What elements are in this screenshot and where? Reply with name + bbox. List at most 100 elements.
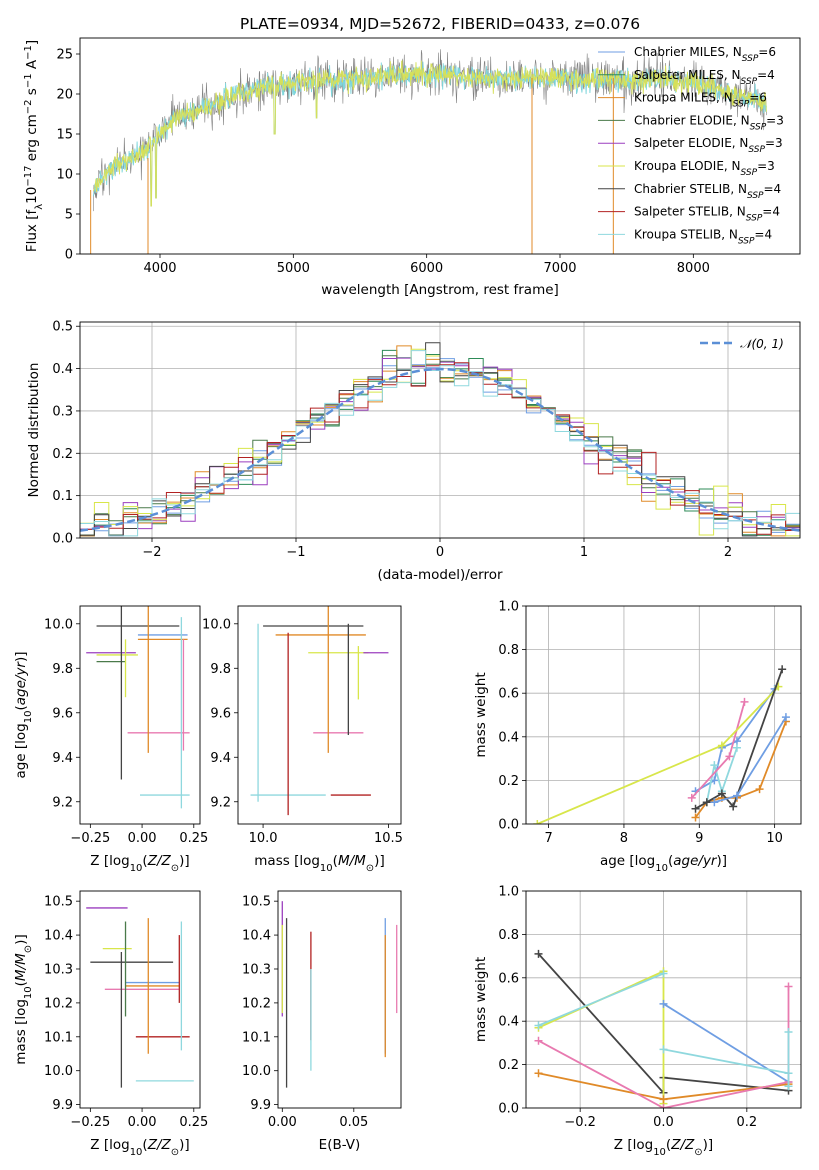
y-tick-label: 9.2 [52,795,73,810]
y-tick-label: 1.0 [498,885,519,900]
panel-weight-vs-age: 7 8 9 10 0.0 0.2 0.4 0.6 0.8 1.0 age [log10(age/yr… [473,600,802,874]
x-tick-label: 7000 [543,261,576,276]
y-tick-label: 1.0 [498,600,519,615]
y-tick-label: 0.6 [498,971,519,986]
plot-area-residuals [80,322,800,538]
figure-title: PLATE=0934, MJD=52672, FIBERID=0433, z=0… [240,15,640,33]
y-axis-label: Flux [fλ10−17 erg cm−2 s−1 A−1] [23,40,45,252]
y-tick-label: 9.6 [210,706,231,721]
y-tick-label: 0.2 [52,447,73,462]
histogram-step [80,348,800,537]
data-point [725,752,734,761]
y-tick-label: 10.0 [202,617,231,632]
plot-area-spectrum [90,49,767,254]
y-axis-label: mass weight [473,672,489,757]
y-tick-label: 10.3 [242,962,271,977]
y-axis-label: Normed distribution [26,363,42,498]
x-tick-label: 0.25 [179,1115,208,1130]
y-tick-label: 10 [56,168,73,183]
series-line [705,747,738,803]
x-axis-label: Z [log10(Z/Z⊙)] [90,1137,189,1158]
axes-frame-spectrum [79,37,801,255]
data-point [740,697,749,706]
x-tick-label: 10.5 [374,831,403,846]
x-tick-label: 0.00 [128,1115,157,1130]
y-tick-label: 0.1 [52,489,73,504]
y-tick-label: 10.5 [44,895,73,910]
data-point [534,1069,543,1078]
x-tick-label: −2 [142,545,161,560]
histogram-step [80,345,800,537]
legend-entry: Kroupa STELIB, NSSP=4 [634,227,772,246]
normal-reference-curve [80,367,800,532]
plot-area-mass-vs-EBV [281,901,398,1088]
legend-entry: Salpeter STELIB, NSSP=4 [634,205,780,224]
x-tick-label: 0.25 [179,831,208,846]
y-tick-label: 9.2 [210,795,231,810]
y-tick-label: 0.2 [498,774,519,789]
y-axis-label: age [log10(age/yr)] [13,651,34,778]
x-tick-label: 0.0 [653,1115,674,1130]
y-tick-label: 10.0 [242,1064,271,1079]
panel-age-vs-Z: −0.25 0.00 0.25 9.2 9.4 9.6 9.8 10.0 Z [log10(Z/… [13,605,208,874]
data-point [702,798,711,807]
legend-entry: Chabrier ELODIE, NSSP=3 [634,113,784,132]
x-tick-label: −0.25 [70,831,110,846]
axes-frame-age-vs-Z [79,605,201,825]
x-tick-label: 0.00 [128,831,157,846]
y-tick-label: 0.4 [498,1015,519,1030]
y-tick-label: 20 [56,88,73,103]
data-point [732,743,741,752]
x-tick-label: 5000 [277,261,310,276]
y-tick-label: 0.6 [498,687,519,702]
x-tick-label: 6000 [410,261,443,276]
y-tick-label: 9.4 [52,751,73,766]
x-tick-label: 0.2 [736,1115,757,1130]
data-point [710,798,719,807]
data-point [687,793,696,802]
axes-frame-mass-vs-EBV [277,890,402,1109]
y-axis-label: mass weight [473,957,489,1042]
data-point [717,789,726,798]
x-tick-label: 2 [724,545,732,560]
y-tick-label: 10.2 [242,996,271,1011]
legend-entry: Kroupa MILES, NSSP=6 [634,91,767,110]
y-tick-label: 9.9 [250,1098,271,1113]
data-point [534,1021,543,1030]
y-tick-label: 0.4 [52,362,73,377]
y-tick-label: 9.6 [52,706,73,721]
x-axis-label: Z [log10(Z/Z⊙)] [614,1137,713,1158]
legend-entry: Chabrier STELIB, NSSP=4 [634,182,781,201]
panel-mass-vs-Z: −0.25 0.00 0.25 9.9 10.0 10.1 10.2 10.3 10.4 10.5… [13,890,208,1158]
x-axis-label: mass [log10(M/M⊙)] [254,853,384,874]
panel-spectrum: 4000 5000 6000 7000 8000 0 5 10 15 20 25 wavelength… [23,37,801,298]
y-tick-label: 9.4 [210,751,231,766]
series-line [538,972,664,1027]
histogram-step [80,362,800,535]
data-point [533,820,542,824]
axes-frame-weight-vs-Z [525,890,802,1109]
y-tick-label: 10.5 [242,895,271,910]
data-point [781,713,790,722]
x-tick-label: 7 [544,831,552,846]
y-tick-label: 0.0 [498,818,519,833]
x-tick-label: 0 [436,545,444,560]
data-point [659,969,668,978]
series-line [663,1048,789,1075]
plot-area-age-vs-Z [86,606,190,809]
legend-entry: Kroupa ELODIE, NSSP=3 [634,159,775,178]
data-point [659,1095,668,1104]
y-tick-label: 10.1 [44,1030,73,1045]
panel-mass-vs-EBV: 0.00 0.05 9.9 10.0 10.1 10.2 10.3 10.4 10.5 E(B-V… [242,890,402,1153]
plot-area-weight-vs-age [526,606,801,824]
histogram-step [80,357,800,537]
x-tick-label: 0.05 [339,1115,368,1130]
y-tick-label: 25 [56,48,73,63]
x-tick-label: −1 [286,545,305,560]
data-point [729,802,738,811]
data-point [691,804,700,813]
x-axis-label: (data-model)/error [377,567,503,583]
x-tick-label: 4000 [143,261,176,276]
x-tick-label: 10 [766,831,783,846]
legend-entry: Salpeter MILES, NSSP=4 [634,68,775,87]
